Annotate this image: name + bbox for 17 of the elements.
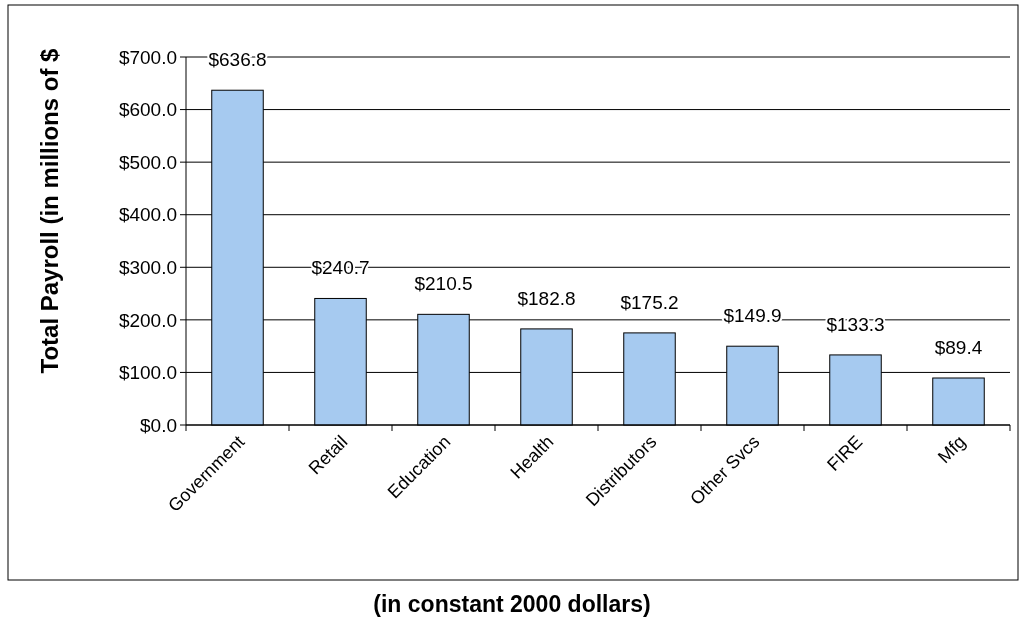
y-tick-label: $300.0 (118, 256, 177, 278)
data-label: $175.2 (620, 291, 679, 313)
text: (in constant 2000 dollars) (373, 591, 651, 617)
data-label: $182.8 (517, 287, 576, 309)
y-tick-label: $600.0 (118, 99, 177, 121)
y-tick-label: $200.0 (118, 309, 177, 331)
data-label: $133.3 (826, 313, 885, 335)
y-tick-label: $500.0 (118, 151, 177, 173)
x-tick-label: Mfg (933, 431, 970, 468)
data-label: $89.4 (934, 337, 983, 358)
y-tick-label: $700.0 (118, 46, 177, 68)
y-tick-label: $400.0 (118, 204, 177, 226)
y-tick-label: $100.0 (118, 362, 177, 384)
data-label: $210.5 (414, 273, 473, 295)
data-label: $636.8 (208, 49, 267, 71)
y-tick-label: $0.0 (140, 414, 177, 436)
y-axis-title: Total Payroll (in millions of $ (36, 47, 63, 374)
